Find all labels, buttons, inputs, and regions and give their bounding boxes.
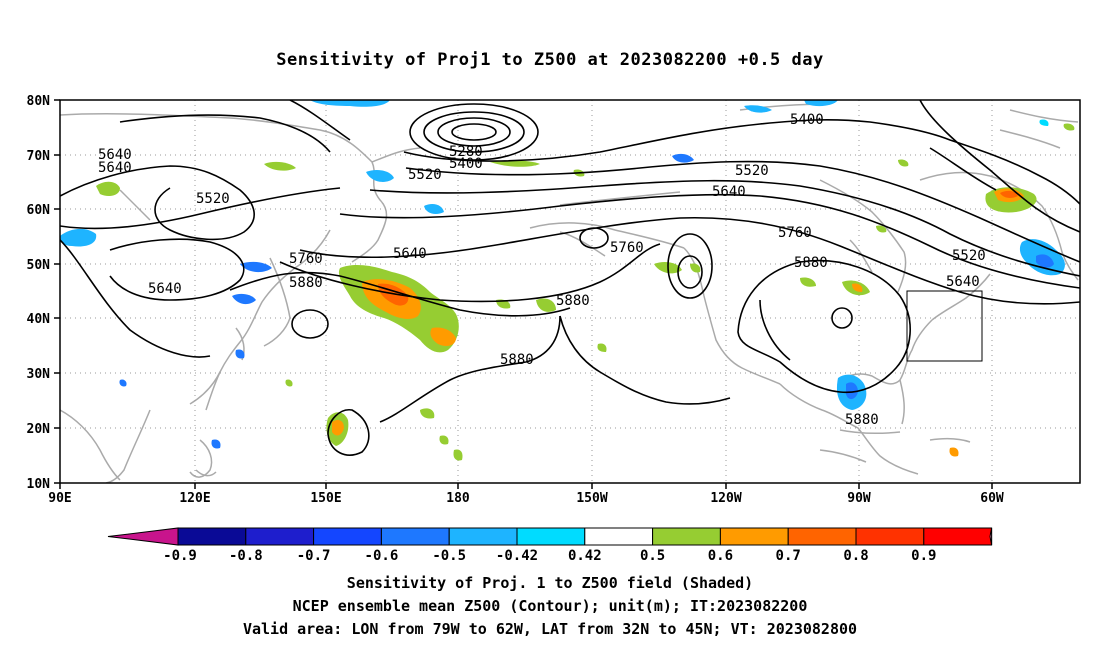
contour-label: 5520 — [735, 163, 769, 179]
graticule — [60, 100, 1080, 483]
lat-label: 20N — [27, 422, 51, 437]
colorbar-swatch — [855, 527, 925, 546]
caption-shading: Sensitivity of Proj. 1 to Z500 field (Sh… — [346, 574, 754, 592]
z500-contours — [60, 100, 1080, 456]
contour-label: 5400 — [449, 156, 483, 172]
contour-label: 5640 — [148, 281, 182, 297]
lat-labels: 80N 70N 60N 50N 40N 30N 20N 10N — [27, 94, 51, 492]
lat-label: 40N — [27, 312, 51, 327]
colorbar: -0.9 -0.8 -0.7 -0.6 -0.5 -0.42 0.42 0.5 0.6 0.7 0.… — [107, 527, 993, 564]
colorbar-swatch — [787, 527, 857, 546]
axis-ticks — [54, 99, 993, 489]
colorbar-label: -0.8 — [229, 548, 263, 564]
contour-label: 5520 — [196, 191, 230, 207]
colorbar-swatch — [245, 527, 315, 546]
contour-label: 5520 — [952, 248, 986, 264]
lon-label: 90W — [847, 491, 871, 506]
lat-label: 70N — [27, 149, 51, 164]
valid-area-box — [906, 290, 983, 362]
contour-label: 5760 — [610, 240, 644, 256]
colorbar-swatch — [516, 527, 586, 546]
lon-label: 150W — [576, 491, 607, 506]
lon-label: 120W — [710, 491, 741, 506]
contour-label: 5640 — [98, 160, 132, 176]
lat-label: 50N — [27, 258, 51, 273]
lon-label: 60W — [980, 491, 1004, 506]
colorbar-label: -0.9 — [163, 548, 197, 564]
colorbar-swatch — [652, 527, 721, 546]
contour-label: 5640 — [393, 246, 427, 262]
colorbar-label: -0.5 — [432, 548, 466, 564]
colorbar-label: -0.7 — [297, 548, 331, 564]
lon-labels: 90E 120E 150E 180 150W 120W 90W 60W — [48, 491, 1004, 506]
contour-label: 5880 — [845, 412, 879, 428]
contour-label: 5880 — [289, 275, 323, 291]
colorbar-right-arrow — [989, 527, 993, 546]
colorbar-swatch — [923, 527, 993, 546]
lat-label: 60N — [27, 203, 51, 218]
lon-label: 90E — [48, 491, 71, 506]
contour-label: 5280 — [449, 144, 483, 160]
lat-label: 10N — [27, 477, 51, 492]
contour-label: 5760 — [778, 225, 812, 241]
colorbar-swatch — [177, 527, 247, 546]
contour-label: 5880 — [794, 255, 828, 271]
colorbar-label: 0.9 — [911, 548, 936, 564]
colorbar-label: 0.7 — [776, 548, 801, 564]
map-title: Sensitivity of Proj1 to Z500 at 20230822… — [276, 50, 824, 70]
colorbar-label: -0.6 — [365, 548, 399, 564]
lon-label: 180 — [446, 491, 470, 506]
contour-label: 5400 — [790, 112, 824, 128]
contour-label: 5760 — [289, 251, 323, 267]
contour-label: 5640 — [98, 147, 132, 163]
map-frame — [59, 99, 1081, 484]
colorbar-swatch — [719, 527, 789, 546]
sensitivity-shading — [60, 100, 1075, 461]
colorbar-swatch — [380, 527, 450, 546]
lon-label: 120E — [179, 491, 210, 506]
colorbar-label: 0.42 — [568, 548, 602, 564]
caption-contour: NCEP ensemble mean Z500 (Contour); unit(… — [292, 597, 808, 615]
colorbar-swatch — [584, 527, 654, 546]
colorbar-label: -0.42 — [496, 548, 538, 564]
colorbar-label: 0.5 — [640, 548, 665, 564]
contour-labels: 5280 5400 5520 5400 5640 5640 5520 5520 … — [98, 112, 986, 428]
colorbar-swatch — [313, 527, 382, 546]
contour-label: 5640 — [712, 184, 746, 200]
lon-label: 150E — [310, 491, 341, 506]
colorbar-label: 0.8 — [843, 548, 868, 564]
colorbar-left-arrow — [107, 527, 179, 546]
contour-label: 5880 — [556, 293, 590, 309]
contour-label: 5880 — [500, 352, 534, 368]
lat-label: 80N — [27, 94, 51, 109]
colorbar-swatch — [448, 527, 518, 546]
contour-label: 5640 — [946, 274, 980, 290]
contour-label: 5520 — [408, 167, 442, 183]
caption-valid-area: Valid area: LON from 79W to 62W, LAT fro… — [242, 620, 858, 638]
lat-label: 30N — [27, 367, 51, 382]
colorbar-label: 0.6 — [708, 548, 733, 564]
